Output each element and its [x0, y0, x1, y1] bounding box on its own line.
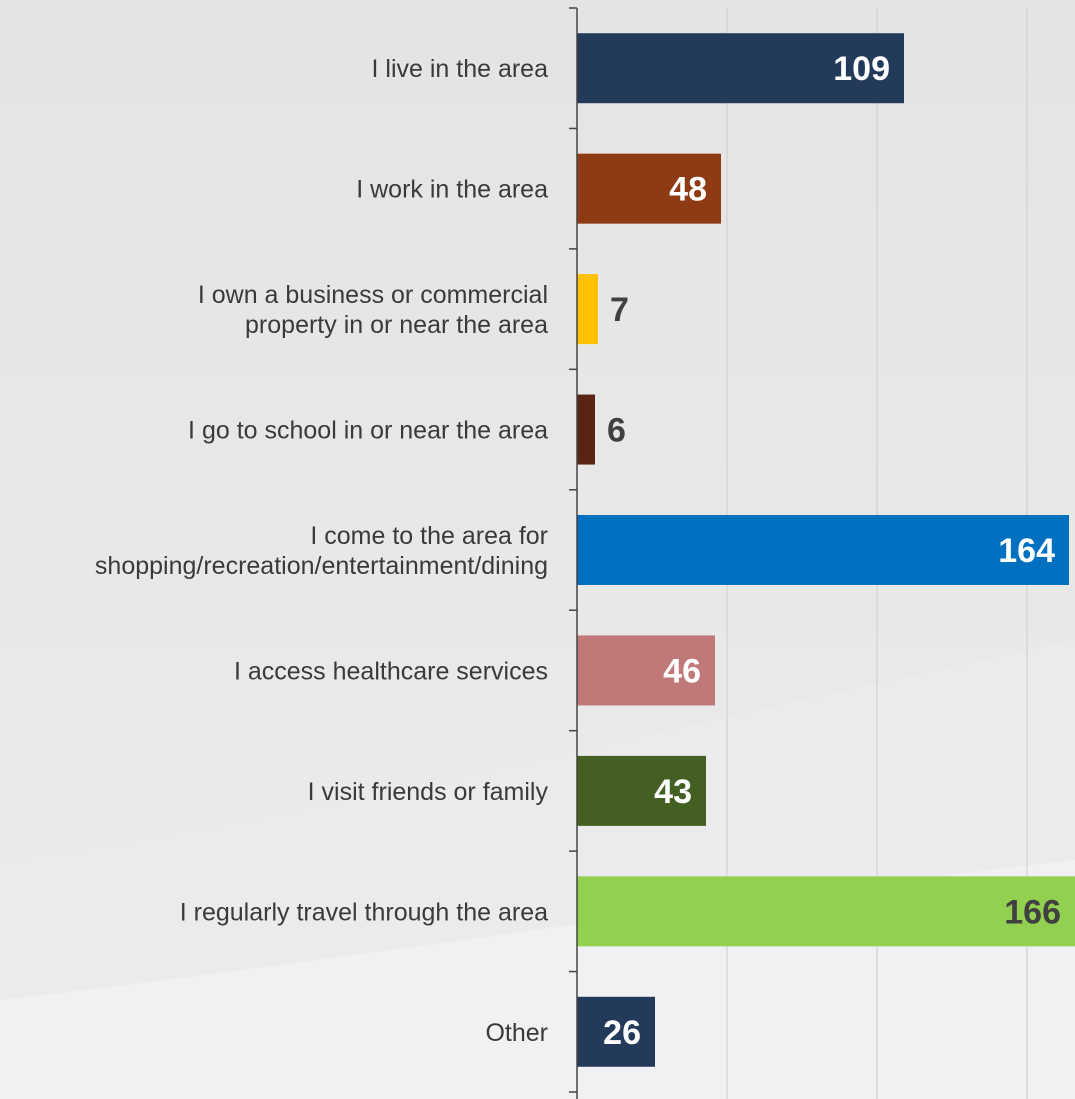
data-label: 26 — [603, 1014, 641, 1052]
category-label: I go to school in or near the area — [188, 417, 548, 445]
bar — [577, 876, 1075, 947]
data-label: 6 — [607, 412, 626, 450]
data-label: 46 — [663, 652, 701, 690]
data-label: 164 — [998, 532, 1055, 570]
bar — [577, 515, 1069, 585]
bar — [577, 33, 904, 104]
data-labels: 109 48 7 6 164 46 43 166 26 — [603, 50, 1061, 1052]
bar — [577, 274, 598, 345]
category-label: I work in the area — [356, 176, 548, 204]
category-label: I visit friends or family — [308, 778, 549, 806]
bars — [577, 33, 1075, 1067]
data-label: 48 — [669, 171, 707, 209]
category-labels: I live in the area I work in the area I ow… — [95, 55, 549, 1047]
bar — [577, 755, 706, 826]
data-label: 43 — [654, 773, 692, 811]
category-label: I access healthcare services — [234, 657, 548, 685]
bar — [577, 394, 595, 465]
data-label: 7 — [610, 291, 629, 329]
bar — [577, 153, 721, 224]
category-axis — [569, 7, 578, 1099]
category-label: I own a business or commercial property i… — [198, 281, 548, 339]
data-label: 166 — [1004, 893, 1061, 931]
category-label: I come to the area for shopping/recreatio… — [95, 522, 548, 580]
category-label: I regularly travel through the area — [180, 898, 548, 926]
data-label: 109 — [833, 50, 890, 88]
bar — [577, 635, 715, 706]
bar — [577, 996, 655, 1067]
category-label: I live in the area — [372, 55, 549, 83]
category-label: Other — [485, 1019, 548, 1047]
